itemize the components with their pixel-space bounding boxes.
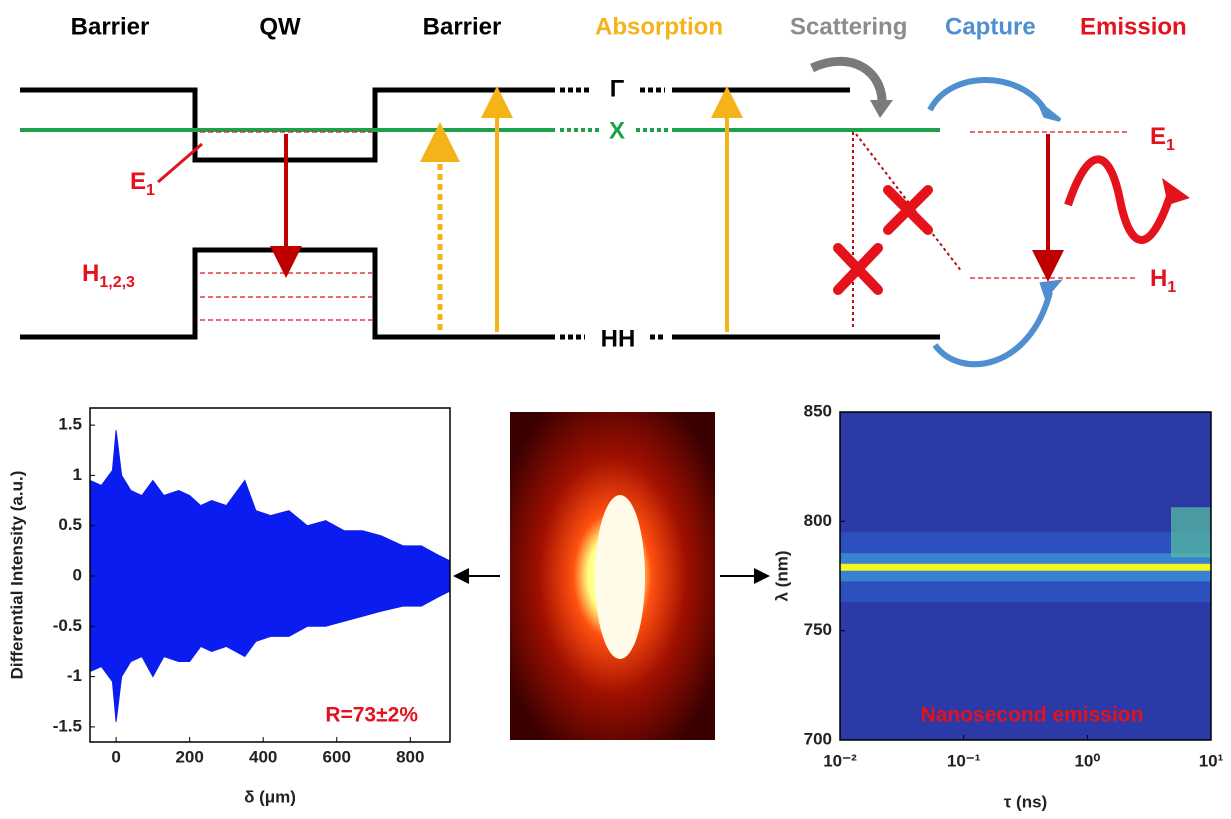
process-label: Absorption: [595, 13, 723, 40]
label: H: [82, 260, 99, 287]
blocked-paths: [852, 132, 963, 330]
level-label: H1: [1150, 265, 1176, 296]
region-label: QW: [259, 13, 301, 40]
valence-band: [20, 247, 555, 340]
annotation: R=73±2%: [325, 704, 418, 727]
y-axis-label: λ (nm): [772, 551, 791, 602]
subscript: 1: [1167, 279, 1176, 296]
band-label: X: [609, 117, 625, 144]
y-axis-label: Differential Intensity (a.u.): [7, 471, 26, 680]
y-tick-label: -1.5: [53, 716, 82, 735]
photon: [1064, 155, 1176, 244]
y-tick-label: 0: [73, 565, 82, 584]
far-field-image: [453, 412, 770, 740]
blocked-mark: [833, 185, 933, 295]
annotation: Nanosecond emission: [921, 704, 1144, 727]
process-label: Scattering: [790, 13, 907, 40]
x-tick-label: 800: [396, 747, 424, 766]
x-axis-label: δ (μm): [244, 787, 296, 806]
x-tick-label: 10⁻¹: [947, 751, 981, 770]
spot: [595, 495, 645, 659]
y-tick-label: 700: [804, 729, 832, 748]
frame: [839, 411, 1212, 741]
signal-area: [89, 575, 451, 722]
band-label: HH: [601, 325, 636, 352]
label: E: [130, 168, 146, 195]
y-tick-label: -0.5: [53, 616, 82, 635]
band-label: Γ: [610, 75, 625, 102]
pointer: [157, 142, 203, 184]
band-dots: [560, 87, 665, 340]
process-label: Capture: [945, 13, 1036, 40]
capture-arrow-heads: [1038, 102, 1063, 300]
y-tick-label: 1.5: [58, 415, 82, 434]
band-diagram: Barrier QW Barrier Absorption Scattering C…: [20, 13, 1190, 368]
y-tick-label: 850: [804, 401, 832, 420]
label: E: [1150, 123, 1166, 150]
scattering-arrow: [810, 56, 887, 109]
x-tick-label: 10¹: [1199, 751, 1224, 770]
level-label: H1,2,3: [82, 260, 135, 291]
x-tick-label: 0: [111, 747, 120, 766]
region-label: Barrier: [423, 13, 502, 40]
subscript: 1,2,3: [99, 274, 135, 291]
late-emission: [1171, 507, 1211, 558]
y-tick-label: 1: [73, 465, 82, 484]
frame: [89, 407, 451, 743]
capture-arrows: [927, 77, 1053, 368]
region-label: Barrier: [71, 13, 150, 40]
photon-head: [1162, 178, 1190, 205]
process-legend: Absorption Scattering Capture Emission: [595, 13, 1187, 40]
subscript: 1: [1166, 137, 1175, 154]
x-tick-label: 400: [249, 747, 277, 766]
x-tick-label: 10⁰: [1074, 751, 1100, 770]
y-tick-label: 0.5: [58, 515, 82, 534]
y-tick-label: 750: [804, 620, 832, 639]
x-tick-label: 10⁻²: [823, 751, 857, 770]
x-tick-label: 200: [175, 747, 203, 766]
scattering-arrow: [870, 100, 893, 118]
level-label: E1: [1150, 123, 1175, 154]
x-axis-label: τ (ns): [1004, 792, 1047, 811]
subscript: 1: [146, 182, 155, 199]
y-tick-label: 800: [804, 511, 832, 530]
process-label: Emission: [1080, 13, 1187, 40]
y-tick-label: -1: [67, 666, 82, 685]
spectrogram-plot: 10⁻² 10⁻¹ 10⁰ 10¹ 700 750 800 850 τ (ns) λ (nm) Na…: [772, 401, 1223, 811]
x-tick-label: 600: [323, 747, 351, 766]
level-label: E1: [130, 168, 155, 199]
signal-area: [89, 430, 451, 577]
label: H: [1150, 265, 1167, 292]
interferogram-plot: 0 200 400 600 800 -1.5 -1 -0.5 0 0.5 1 1.5 δ (μm) Dif…: [7, 407, 451, 806]
